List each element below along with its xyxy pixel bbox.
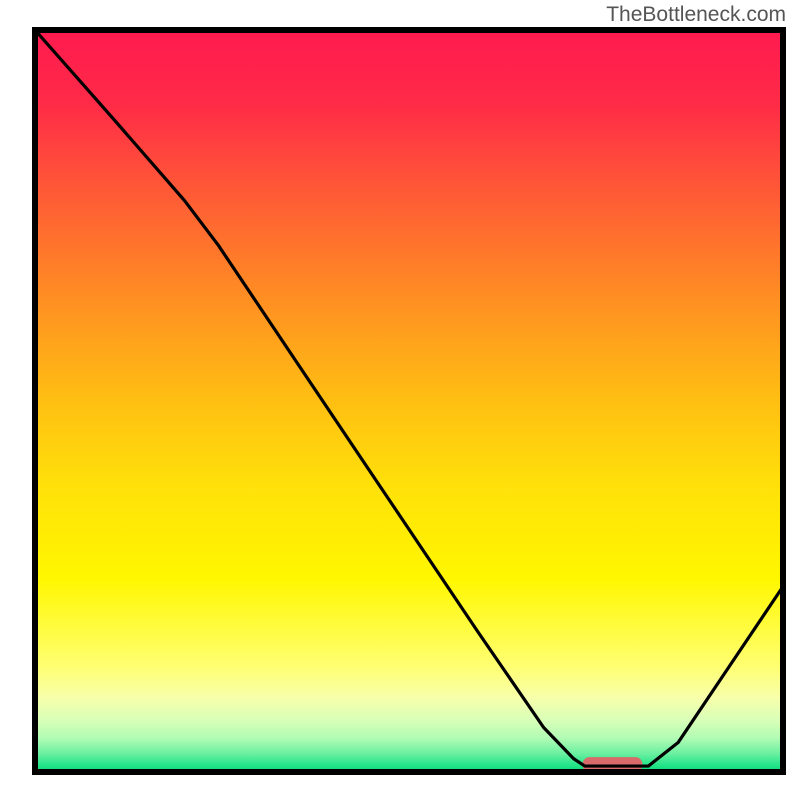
watermark-text: TheBottleneck.com	[606, 3, 786, 27]
chart-svg	[0, 0, 800, 800]
plot-gradient-background	[35, 30, 783, 772]
chart-container: TheBottleneck.com	[0, 0, 800, 800]
